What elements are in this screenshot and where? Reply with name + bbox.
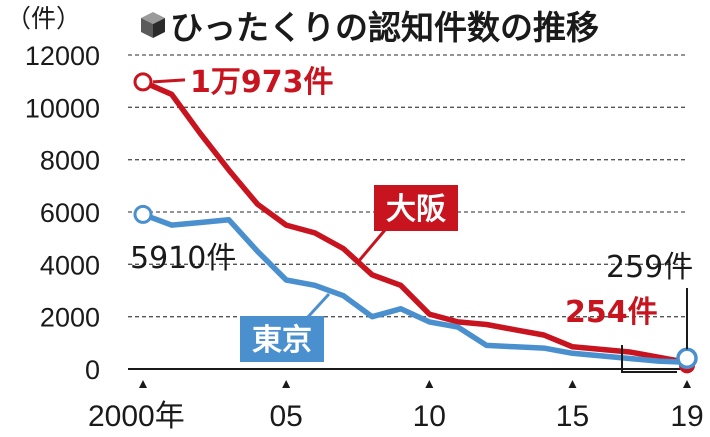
tokyo-legend-label: 東京 [252, 323, 312, 358]
osaka-start-point [133, 72, 153, 92]
osaka-end-leader [621, 345, 677, 373]
tokyo-legend-box [240, 316, 324, 362]
y-tick-label: 0 [85, 355, 100, 385]
x-tick-marker [282, 380, 291, 388]
osaka-start-label: 1万973件 [190, 65, 334, 100]
x-tick-label: 2000年 [88, 400, 185, 433]
osaka-legend-connector [356, 229, 387, 263]
y-tick-label: 12000 [25, 41, 100, 71]
y-tick-label: 4000 [40, 250, 100, 280]
x-tick-label: 05 [269, 400, 302, 433]
chart-title: ひったくりの認知件数の推移 [170, 8, 599, 47]
cube-icon [141, 12, 165, 38]
tokyo-start-point [133, 204, 153, 224]
tokyo-end-label: 259件 [606, 250, 693, 285]
tokyo-legend-connector [305, 292, 331, 320]
x-tick-marker [425, 380, 434, 388]
x-tick-label: 10 [413, 400, 446, 433]
tokyo-start-label: 5910件 [130, 241, 236, 276]
y-unit-label: （件） [6, 4, 81, 33]
osaka-legend-box [374, 185, 458, 231]
osaka-legend-label: 大阪 [386, 192, 446, 227]
osaka-end-label: 254件 [565, 295, 658, 330]
x-tick-label: 19 [670, 400, 703, 433]
y-tick-label: 10000 [25, 93, 100, 123]
osaka-start-leader [152, 78, 186, 84]
x-tick-marker [568, 380, 577, 388]
y-tick-label: 8000 [40, 146, 100, 176]
x-tick-marker [139, 380, 147, 388]
osaka-line [140, 79, 690, 366]
y-tick-label: 2000 [40, 303, 100, 333]
tokyo-line [140, 211, 690, 365]
tokyo-end-point [676, 347, 698, 369]
x-tick-label: 15 [556, 400, 589, 433]
x-tick-marker [683, 380, 691, 388]
y-tick-label: 6000 [40, 198, 100, 228]
